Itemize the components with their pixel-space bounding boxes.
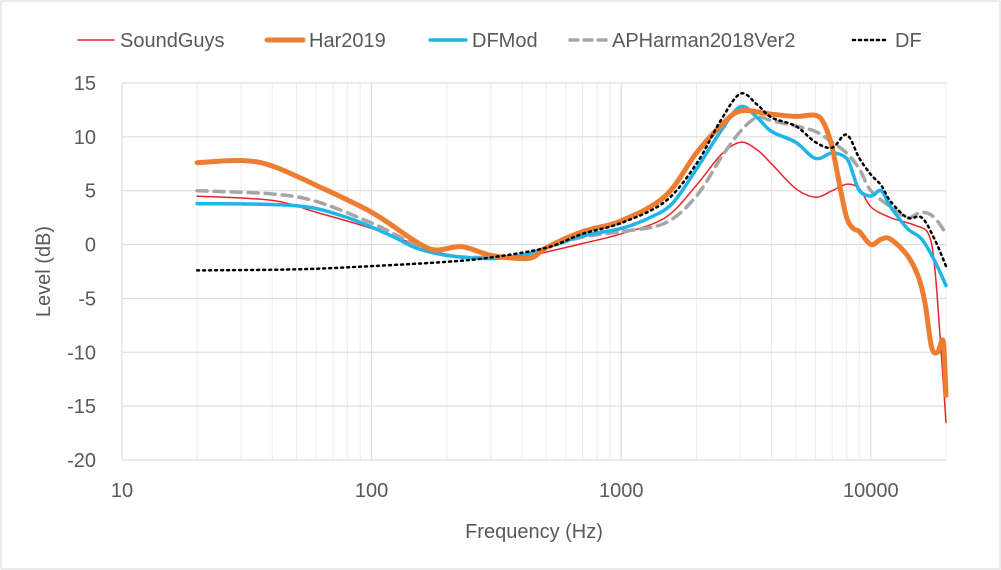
x-tick-label: 1000 (599, 480, 644, 502)
legend-item-df: DF (851, 30, 922, 52)
y-tick-label: -10 (67, 342, 96, 364)
legend-label: Har2019 (309, 30, 386, 52)
x-tick-label: 10 (111, 480, 133, 502)
series-line-dfmod (195, 104, 948, 288)
legend-label: SoundGuys (120, 30, 225, 52)
series-line-df (195, 92, 948, 272)
y-tick-label: 0 (85, 235, 96, 257)
y-axis-ticks: 15 10 5 0 -5 -10 -15 -20 (67, 73, 96, 472)
y-tick-label: 5 (85, 181, 96, 203)
series-layer (194, 92, 949, 424)
y-axis-title: Level (dB) (33, 226, 55, 317)
y-tick-label: -5 (78, 288, 96, 310)
x-tick-label: 10000 (843, 480, 899, 502)
legend: SoundGuys Har2019 DFMod APHarman2018Ver2 DF (77, 30, 922, 52)
legend-label: APHarman2018Ver2 (612, 30, 795, 52)
minor-gridlines (196, 83, 947, 460)
legend-item-soundguys: SoundGuys (77, 30, 225, 52)
y-tick-label: 15 (74, 73, 96, 95)
legend-item-dfmod: DFMod (428, 30, 538, 52)
x-axis-ticks: 10 100 1000 10000 (111, 480, 899, 502)
legend-label: DF (895, 30, 922, 52)
legend-item-har2019: Har2019 (264, 30, 386, 52)
x-tick-label: 100 (355, 480, 388, 502)
series-line-har2019 (194, 108, 949, 398)
legend-label: DFMod (472, 30, 538, 52)
major-gridlines (121, 82, 946, 461)
y-tick-label: -20 (67, 450, 96, 472)
x-axis-title: Frequency (Hz) (465, 521, 603, 543)
y-tick-label: -15 (67, 396, 96, 418)
y-tick-label: 10 (74, 127, 96, 149)
legend-item-apharman2018ver2: APHarman2018Ver2 (568, 30, 795, 52)
